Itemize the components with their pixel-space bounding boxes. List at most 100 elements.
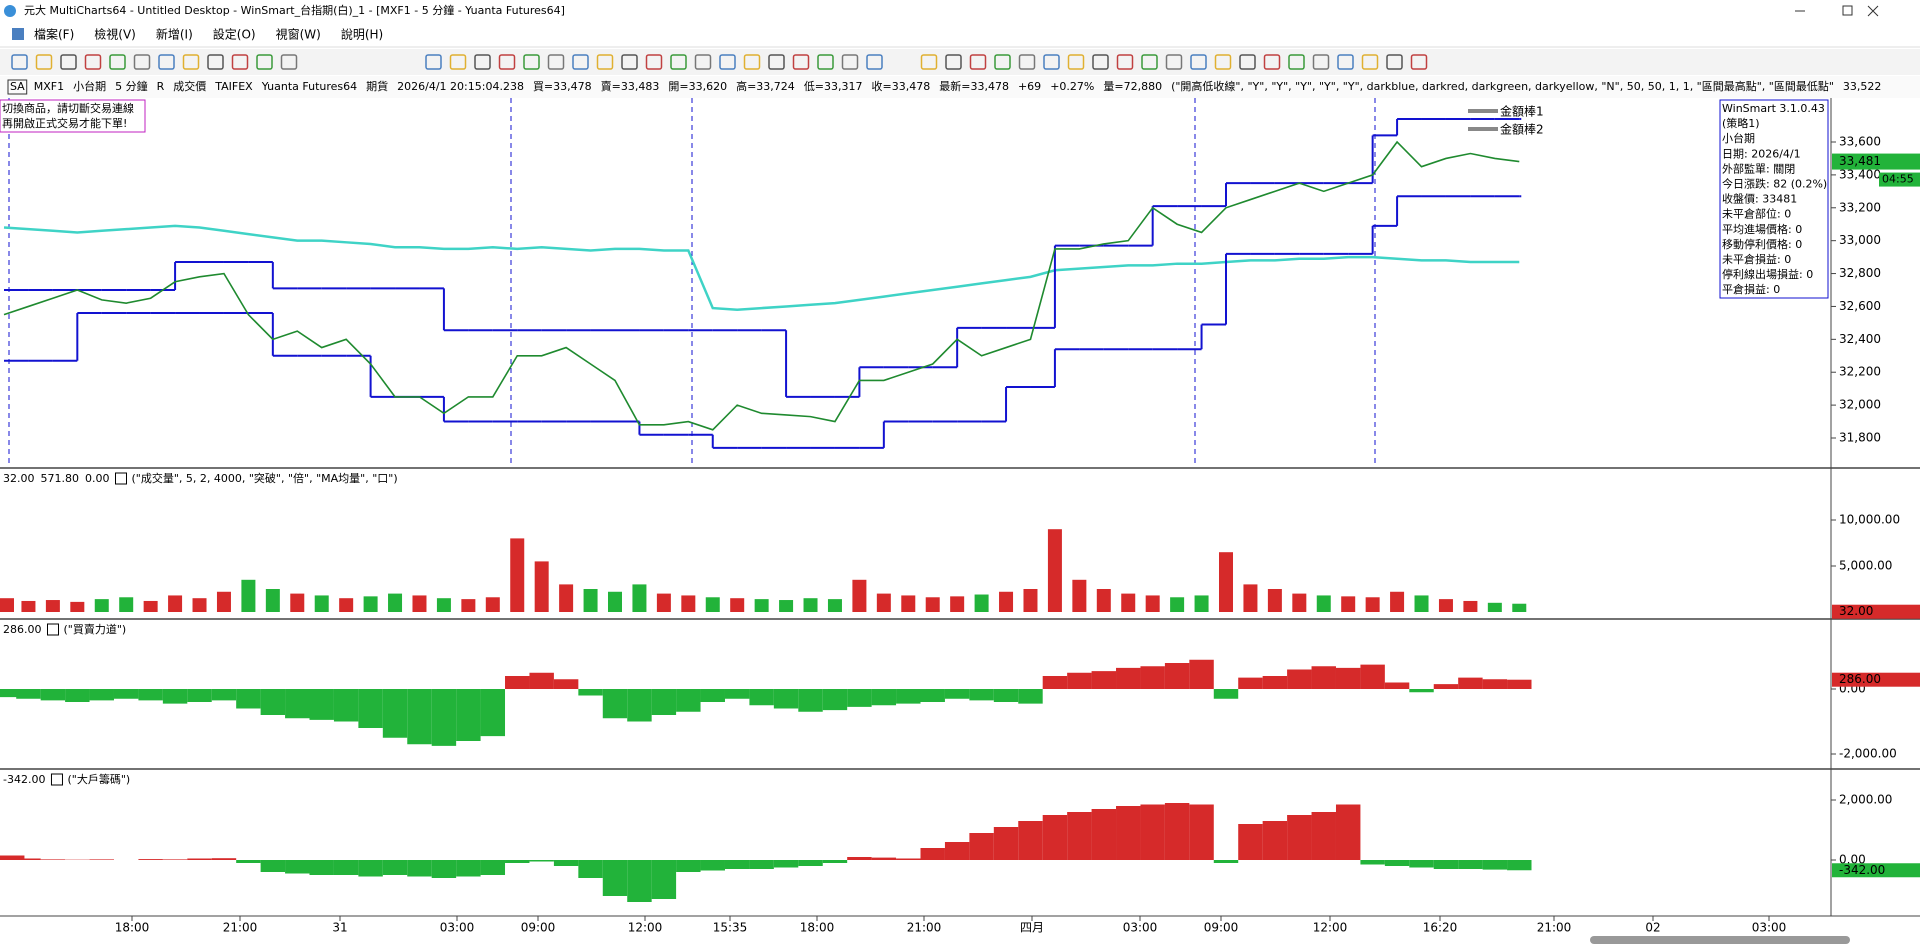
toolbar-button[interactable] bbox=[523, 54, 540, 70]
toolbar-button[interactable] bbox=[1288, 54, 1305, 70]
toolbar-button[interactable] bbox=[994, 54, 1011, 70]
toolbar-button[interactable] bbox=[1239, 54, 1256, 70]
toolbar-button[interactable] bbox=[945, 54, 962, 70]
toolbar-button[interactable] bbox=[498, 54, 516, 70]
toolbar-button[interactable] bbox=[866, 54, 883, 70]
toolbar-button[interactable] bbox=[768, 54, 785, 70]
toolbar-button[interactable] bbox=[596, 54, 614, 70]
histogram-bar bbox=[309, 689, 334, 720]
toolbar-button[interactable] bbox=[474, 54, 491, 70]
menu-item[interactable]: 視窗(W) bbox=[276, 27, 321, 42]
menu-item[interactable]: 說明(H) bbox=[341, 27, 383, 42]
toolbar-button[interactable] bbox=[792, 54, 810, 70]
countdown-tag bbox=[1879, 172, 1920, 187]
menu-item[interactable]: 檔案(F) bbox=[34, 27, 74, 42]
symbol-bar-item: 低=33,317 bbox=[804, 80, 863, 93]
symbol-bar-item: 收=33,478 bbox=[872, 79, 931, 93]
toolbar-button[interactable] bbox=[572, 54, 589, 70]
scrollbar-thumb[interactable] bbox=[1590, 936, 1850, 944]
histogram-bar bbox=[1194, 595, 1209, 612]
toolbar-button[interactable] bbox=[817, 54, 834, 70]
toolbar-button[interactable] bbox=[1214, 54, 1232, 70]
toolbar-button[interactable] bbox=[1312, 54, 1330, 70]
toolbar-button[interactable] bbox=[11, 54, 28, 70]
menu-item[interactable]: 設定(O) bbox=[213, 27, 256, 42]
histogram-bar bbox=[803, 598, 818, 612]
toolbar-button[interactable] bbox=[1043, 54, 1060, 70]
toolbar-button[interactable] bbox=[280, 54, 298, 70]
toolbar-button[interactable] bbox=[1410, 54, 1428, 70]
toolbar-button[interactable] bbox=[449, 54, 467, 70]
histogram-bar bbox=[1507, 679, 1532, 689]
histogram-bar bbox=[627, 860, 652, 902]
toolbar-button[interactable] bbox=[1067, 54, 1085, 70]
toolbar-button[interactable] bbox=[694, 54, 712, 70]
histogram-bar bbox=[1067, 672, 1092, 689]
toolbar-button[interactable] bbox=[35, 54, 53, 70]
toolbar-button[interactable] bbox=[1386, 54, 1403, 70]
toolbar-button[interactable] bbox=[969, 54, 987, 70]
toolbar-button[interactable] bbox=[920, 54, 938, 70]
toolbar-button[interactable] bbox=[84, 54, 102, 70]
histogram-bar bbox=[505, 676, 530, 689]
histogram-bar bbox=[583, 589, 598, 612]
toolbar-button[interactable] bbox=[547, 54, 565, 70]
symbol-bar bbox=[0, 76, 1920, 98]
histogram-bar bbox=[1267, 589, 1282, 612]
histogram-bar bbox=[798, 860, 823, 866]
x-tick-label: 09:00 bbox=[521, 921, 556, 935]
toolbar-button[interactable] bbox=[133, 54, 151, 70]
close-button[interactable] bbox=[1867, 5, 1879, 17]
y-tick-label: 2,000.00 bbox=[1839, 793, 1892, 807]
toolbar-button[interactable] bbox=[743, 54, 761, 70]
close-box[interactable] bbox=[115, 472, 127, 485]
histogram-bar bbox=[1072, 579, 1087, 612]
histogram-bar bbox=[1091, 671, 1117, 689]
title-bar bbox=[0, 0, 1920, 22]
toolbar-button[interactable] bbox=[60, 54, 77, 70]
toolbar-button[interactable] bbox=[621, 54, 638, 70]
toolbar-button[interactable] bbox=[719, 54, 736, 70]
toolbar-button[interactable] bbox=[1116, 54, 1134, 70]
histogram-bar bbox=[21, 600, 36, 612]
histogram-bar bbox=[656, 593, 671, 612]
histogram-bar bbox=[314, 595, 329, 612]
close-box[interactable] bbox=[50, 773, 63, 786]
histogram-bar bbox=[871, 857, 897, 860]
toolbar-button[interactable] bbox=[1018, 54, 1036, 70]
toolbar-button[interactable] bbox=[1092, 54, 1109, 70]
symbol-box bbox=[7, 79, 28, 95]
histogram-bar bbox=[1433, 684, 1459, 689]
y-tick-label: 33,000 bbox=[1839, 233, 1881, 247]
toolbar-button[interactable] bbox=[841, 54, 859, 70]
toolbar-button[interactable] bbox=[207, 54, 224, 70]
close-box[interactable] bbox=[47, 623, 59, 636]
histogram-bar bbox=[456, 689, 481, 741]
menu-item[interactable]: 檢視(V) bbox=[94, 27, 136, 42]
toolbar-button[interactable] bbox=[182, 54, 200, 70]
toolbar-button[interactable] bbox=[1337, 54, 1354, 70]
maximize-button[interactable] bbox=[1842, 5, 1853, 16]
toolbar-button[interactable] bbox=[1361, 54, 1379, 70]
toolbar-button[interactable] bbox=[425, 54, 442, 70]
panel-header: ("買賣力道") bbox=[64, 622, 127, 636]
histogram-bar bbox=[1164, 803, 1190, 860]
histogram-bar bbox=[999, 591, 1014, 612]
toolbar-button[interactable] bbox=[1141, 54, 1158, 70]
histogram-bar bbox=[1170, 597, 1185, 612]
toolbar-button[interactable] bbox=[1263, 54, 1281, 70]
toolbar-button[interactable] bbox=[645, 54, 663, 70]
histogram-bar bbox=[1116, 806, 1141, 860]
menu-item[interactable]: 新增(I) bbox=[156, 27, 193, 42]
toolbar-button[interactable] bbox=[256, 54, 273, 70]
toolbar-button[interactable] bbox=[158, 54, 175, 70]
toolbar-button[interactable] bbox=[1165, 54, 1183, 70]
toolbar-button[interactable] bbox=[1190, 54, 1207, 70]
panel-header: 32.00 bbox=[3, 472, 35, 485]
toolbar-button[interactable] bbox=[109, 54, 126, 70]
info-line: 外部監單: 關閉 bbox=[1722, 161, 1795, 175]
toolbar-button[interactable] bbox=[670, 54, 687, 70]
histogram-bar bbox=[1096, 589, 1111, 612]
toolbar-button[interactable] bbox=[231, 54, 249, 70]
window-buttons[interactable] bbox=[1795, 5, 1879, 17]
